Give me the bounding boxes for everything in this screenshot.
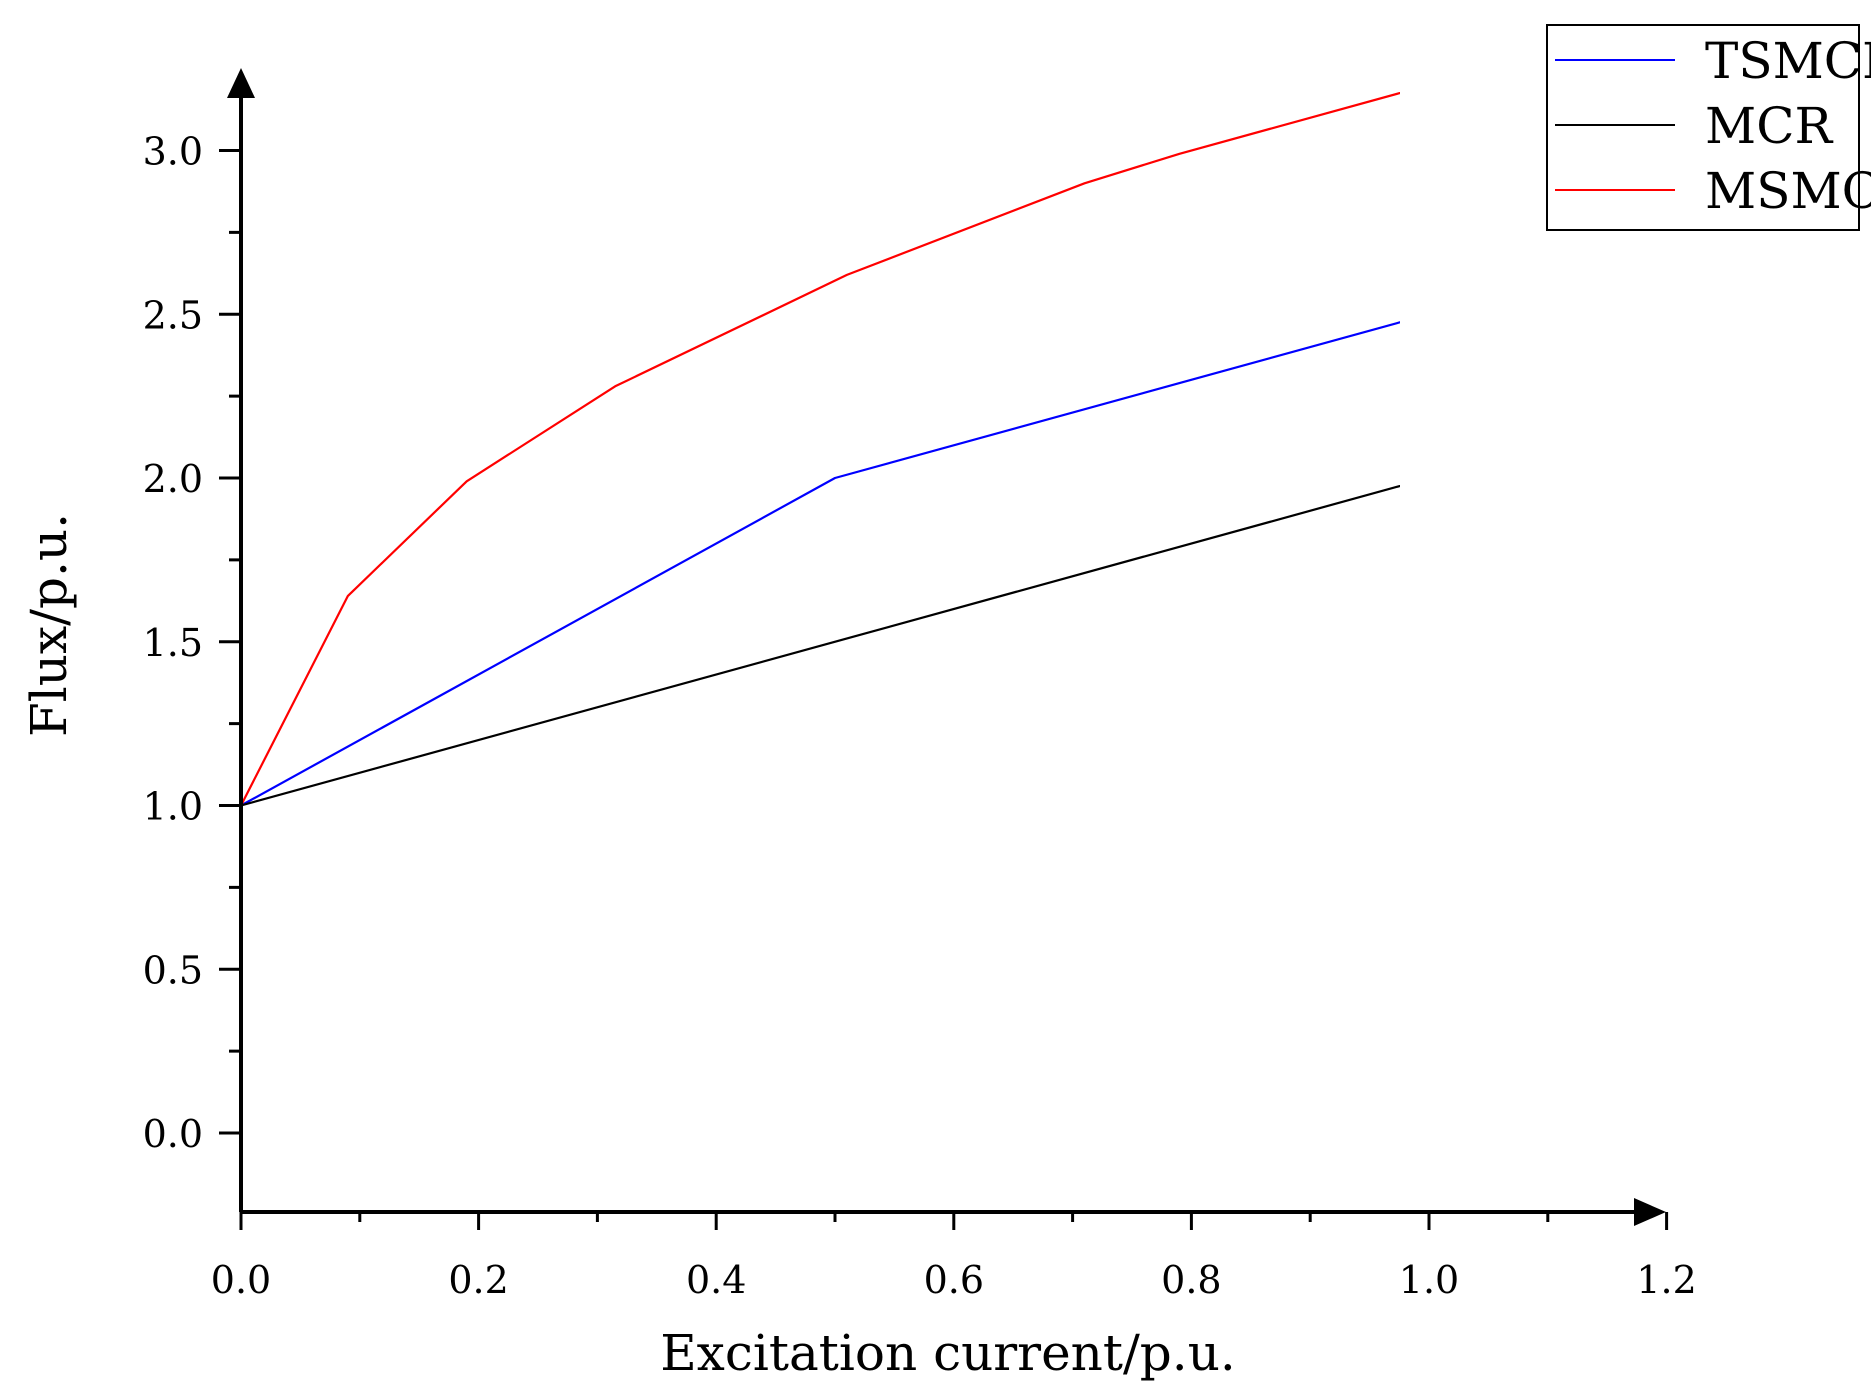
- y-tick-label: 0.0: [143, 1112, 203, 1156]
- series-line-msmcr: [239, 91, 1400, 1015]
- x-axis-label: Excitation current/p.u.: [660, 1324, 1236, 1382]
- legend: TSMCR MCR MSMCR: [1546, 24, 1871, 231]
- series-line-tsmcr: [239, 321, 1400, 1015]
- x-tick-label: 0.6: [924, 1258, 984, 1302]
- x-axis-arrow: [1634, 1198, 1666, 1226]
- y-ticks: 0.0 0.5 1.0 1.5 2.0 2.5 3.0: [143, 130, 241, 1156]
- x-ticks: 0.0 0.2 0.4 0.6 0.8 1.0 1.2: [211, 1212, 1697, 1302]
- legend-label-msmcr: MSMCR: [1705, 162, 1871, 220]
- series-line-mcr: [239, 484, 1400, 1015]
- y-tick-label: 1.0: [143, 785, 203, 829]
- series-layer: [239, 91, 1400, 1015]
- x-tick-label: 0.0: [211, 1258, 271, 1302]
- y-tick-label: 1.5: [143, 621, 203, 665]
- y-tick-label: 2.5: [143, 293, 203, 337]
- x-tick-label: 0.8: [1161, 1258, 1221, 1302]
- x-tick-label: 0.4: [686, 1258, 746, 1302]
- x-tick-label: 0.2: [448, 1258, 508, 1302]
- legend-label-mcr: MCR: [1705, 97, 1833, 155]
- y-axis-label: Flux/p.u.: [20, 513, 78, 737]
- y-axis-arrow: [227, 68, 255, 98]
- y-tick-label: 0.5: [143, 948, 203, 992]
- y-tick-label: 2.0: [143, 457, 203, 501]
- y-tick-label: 3.0: [143, 130, 203, 174]
- x-tick-label: 1.2: [1636, 1258, 1696, 1302]
- x-tick-label: 1.0: [1399, 1258, 1459, 1302]
- legend-label-tsmcr: TSMCR: [1705, 32, 1871, 90]
